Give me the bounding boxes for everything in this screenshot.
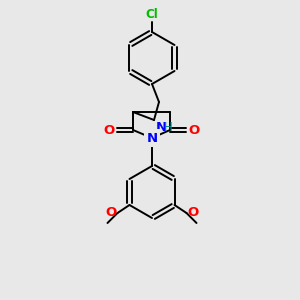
- Text: O: O: [105, 206, 116, 220]
- Text: N: N: [156, 121, 167, 134]
- Text: H: H: [164, 121, 173, 134]
- Text: O: O: [188, 124, 199, 136]
- Text: O: O: [104, 124, 115, 136]
- Text: O: O: [188, 206, 199, 220]
- Text: Cl: Cl: [146, 8, 158, 21]
- Text: N: N: [146, 131, 158, 145]
